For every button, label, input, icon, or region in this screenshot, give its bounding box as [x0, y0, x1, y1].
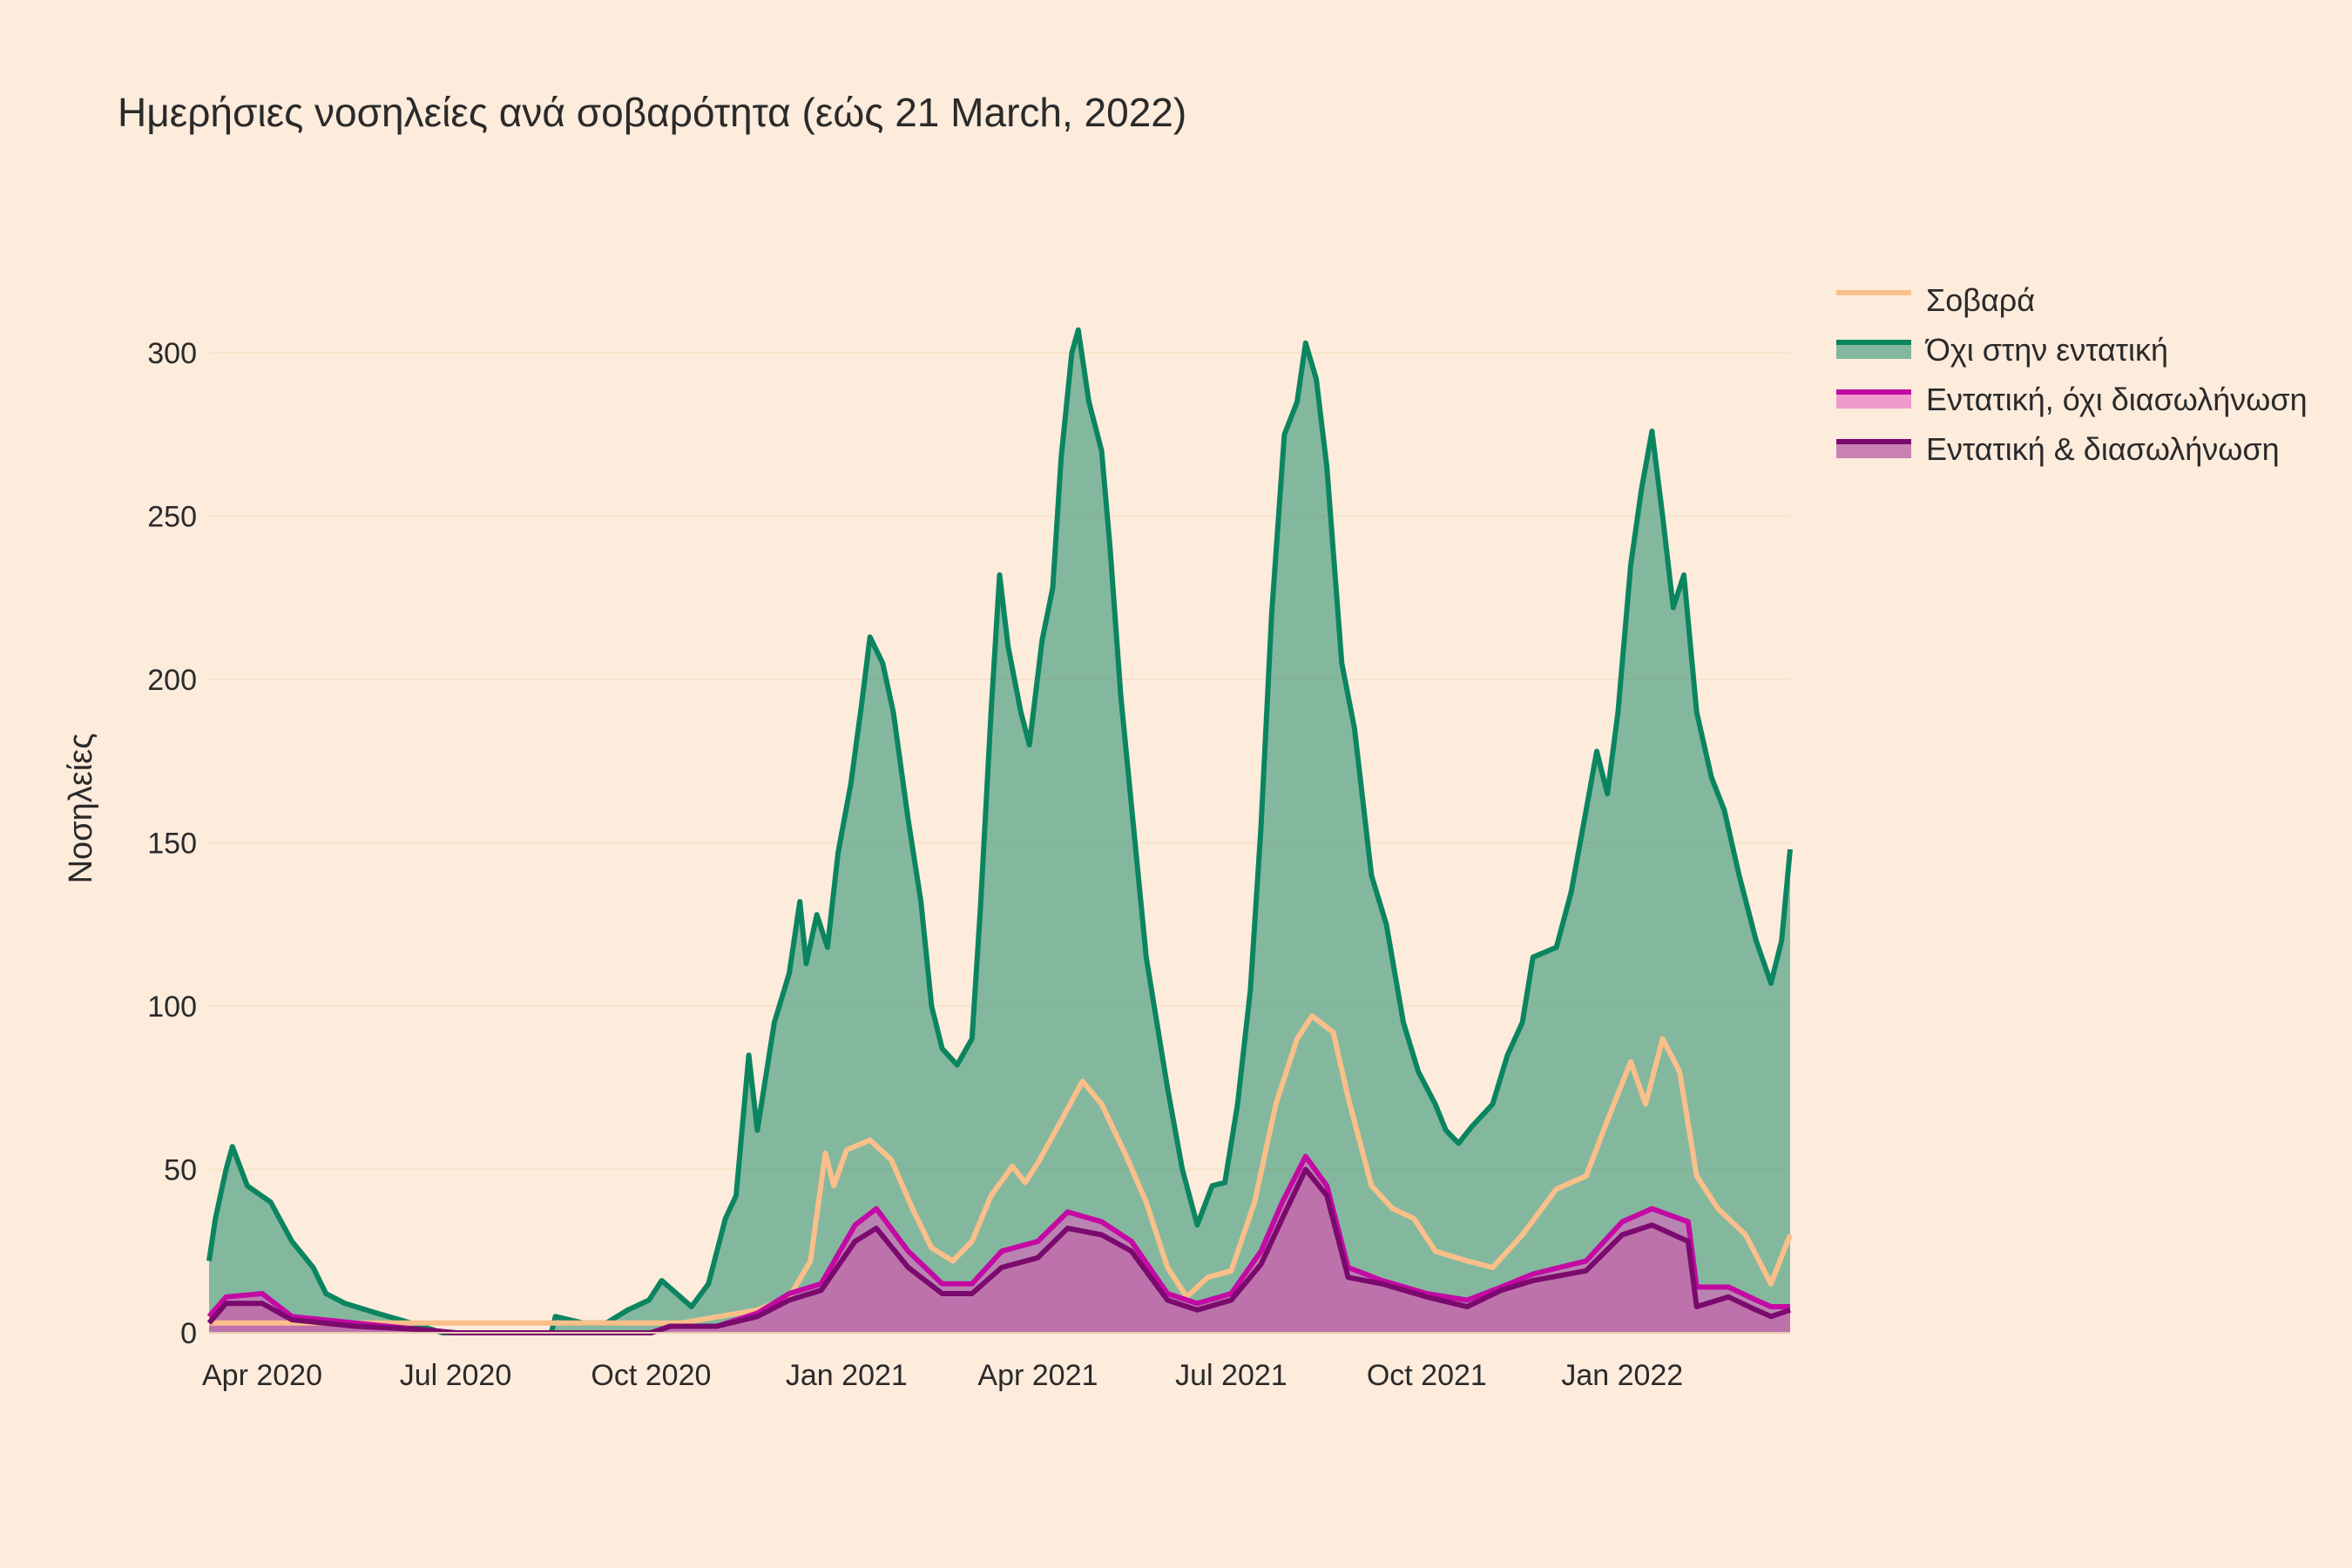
- series-line-1: [206, 327, 1793, 1335]
- x-tick-label: Jul 2021: [1175, 1359, 1288, 1392]
- legend-label: Εντατική, όχι διασωλήνωση: [1926, 382, 2308, 417]
- legend-swatch: [1836, 341, 1911, 359]
- y-tick-label: 100: [147, 990, 197, 1024]
- y-tick-label: 250: [147, 501, 197, 534]
- series-area-1: [209, 329, 1790, 1333]
- y-tick-label: 200: [147, 664, 197, 697]
- series-line-0: [209, 1013, 1793, 1326]
- y-tick-label: 0: [180, 1317, 197, 1350]
- legend-item[interactable]: Σοβαρά: [1836, 282, 2035, 318]
- x-tick-label: Jul 2020: [400, 1359, 512, 1392]
- legend-item[interactable]: Εντατική & διασωλήνωση: [1836, 431, 2280, 467]
- legend-item[interactable]: Όχι στην εντατική: [1836, 332, 2168, 368]
- y-axis-title: Νοσηλείες: [63, 733, 99, 884]
- x-tick-label: Oct 2020: [591, 1359, 711, 1392]
- series-line-3: [206, 1166, 1791, 1335]
- legend-item[interactable]: Εντατική, όχι διασωλήνωση: [1836, 382, 2308, 417]
- x-tick-label: Apr 2020: [202, 1359, 322, 1392]
- chart-title: Ημερήσιες νοσηλείες ανά σοβαρότητα (εώς …: [118, 90, 1186, 135]
- y-tick-label: 300: [147, 337, 197, 370]
- x-tick-label: Oct 2021: [1367, 1359, 1487, 1392]
- x-tick-label: Apr 2021: [977, 1359, 1098, 1392]
- series-area-3: [209, 1169, 1790, 1333]
- y-tick-label: 150: [147, 828, 197, 861]
- legend-label: Εντατική & διασωλήνωση: [1926, 431, 2280, 467]
- series-lines: [206, 327, 1793, 1335]
- legend-swatch: [1836, 391, 1911, 409]
- legend[interactable]: Σοβαρά Όχι στην εντατική Εντατική, όχι δια…: [1836, 282, 2308, 467]
- x-tick-label: Jan 2021: [786, 1359, 908, 1392]
- legend-swatch: [1836, 441, 1911, 458]
- legend-label: Όχι στην εντατική: [1924, 332, 2168, 368]
- legend-label: Σοβαρά: [1926, 282, 2035, 318]
- axes: 0 50 100 150 200 250 300 Apr 2020 Jul 2020 Oct 20…: [147, 337, 1790, 1392]
- y-tick-label: 50: [164, 1154, 197, 1187]
- x-tick-label: Jan 2022: [1561, 1359, 1683, 1392]
